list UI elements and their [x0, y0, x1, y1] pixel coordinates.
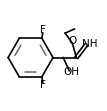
Text: NH: NH [82, 39, 97, 49]
Text: OH: OH [64, 67, 80, 77]
Text: F: F [40, 80, 46, 90]
Text: F: F [40, 25, 46, 35]
Text: O: O [68, 36, 76, 46]
